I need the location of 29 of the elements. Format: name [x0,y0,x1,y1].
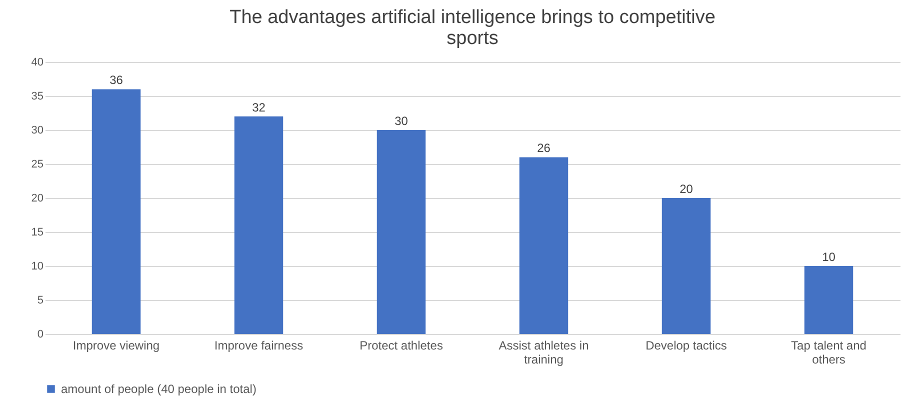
y-tick-label: 0 [37,328,44,340]
y-tick-label: 20 [31,192,44,204]
y-tick-label: 5 [37,294,44,306]
y-tick-label: 15 [31,226,44,238]
y-tick-label: 40 [31,56,44,68]
bar [804,266,854,334]
data-label: 36 [110,73,124,88]
x-tick-label: Assist athletes in training [498,338,589,366]
bar [234,116,284,334]
legend-label: amount of people (40 people in total) [61,382,256,396]
bar [662,198,711,334]
y-tick-label: 35 [31,90,44,102]
data-label: 10 [822,250,836,264]
y-tick-label: 30 [31,124,44,136]
data-label: 20 [680,182,694,196]
data-label: 26 [537,141,551,156]
bar [519,157,568,334]
data-label: 32 [252,100,266,114]
y-tick-label: 25 [31,158,44,170]
x-tick-label: Develop tactics [646,338,727,352]
bar [92,89,141,334]
data-label: 30 [394,114,408,128]
y-tick-label: 10 [31,260,44,272]
x-tick-label: Protect athletes [360,338,443,352]
chart-title: The advantages artificial intelligence brings to competitive sports [230,7,716,49]
bar [376,130,426,334]
x-tick-label: Improve fairness [214,338,304,352]
x-tick-label: Improve viewing [72,338,160,352]
x-tick-label: Tap talent and others [791,338,866,366]
